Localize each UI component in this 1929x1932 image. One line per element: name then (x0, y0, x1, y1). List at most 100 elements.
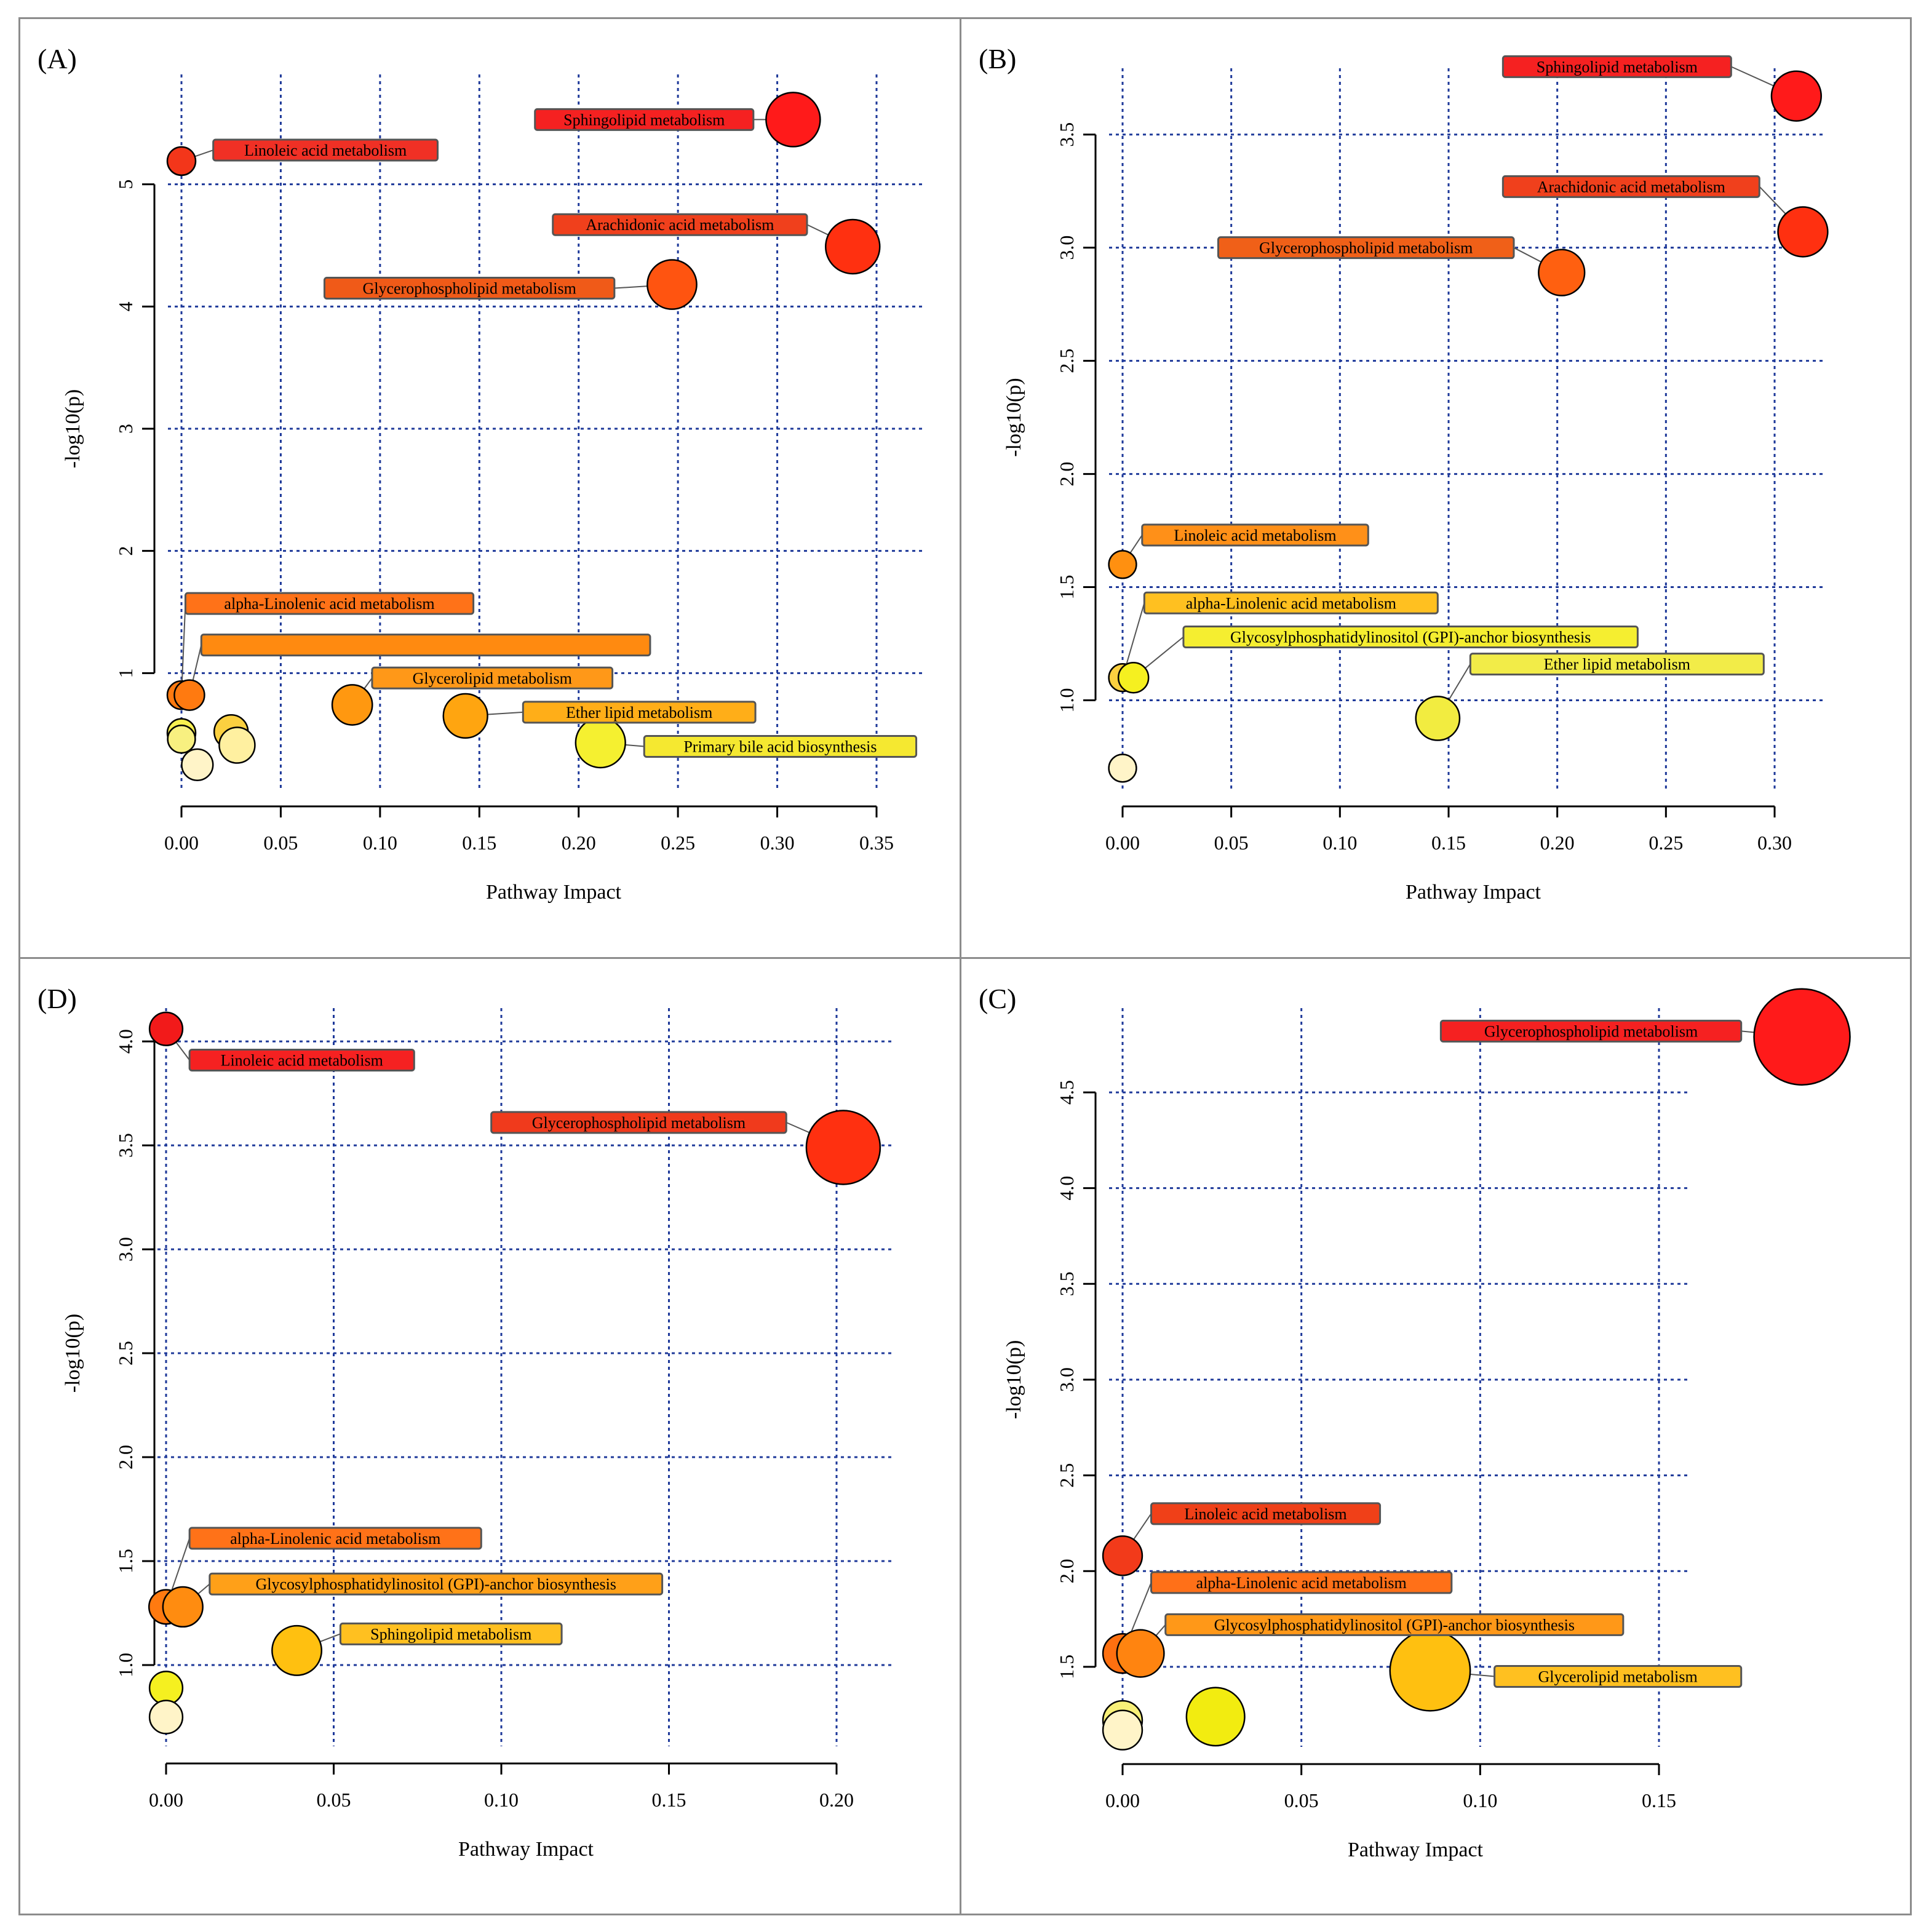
x-tick-label: 0.10 (1463, 1789, 1497, 1811)
x-tick-label: 0.15 (1431, 832, 1466, 854)
pathway-label: Sphingolipid metabolism (370, 1625, 531, 1643)
x-axis-title: Pathway Impact (1406, 881, 1541, 904)
x-axis-title: Pathway Impact (486, 881, 622, 904)
panel-letter: (A) (38, 43, 77, 74)
data-point (1102, 1709, 1143, 1751)
x-tick-label: 0.00 (164, 832, 199, 854)
y-axis-title: -log10(p) (62, 389, 84, 468)
data-point (1102, 1535, 1143, 1576)
data-point (148, 1011, 184, 1046)
data-point (148, 1671, 184, 1706)
y-tick-label: 3.5 (114, 1133, 137, 1158)
label-connector (181, 603, 186, 696)
data-point (646, 259, 698, 310)
pathway-label: Arachidonic acid metabolism (586, 216, 774, 234)
x-tick-label: 0.30 (760, 832, 795, 854)
pathway-label-box (1217, 236, 1515, 260)
pathway-label-box (490, 1111, 787, 1134)
pathway-label: alpha-Linolenic acid metabolism (1186, 594, 1396, 612)
pathway-label: Glycerophospholipid metabolism (362, 280, 576, 298)
pathway-label-box (323, 277, 616, 300)
pathway-label: Glycerophospholipid metabolism (532, 1114, 746, 1132)
pathway-label: Linoleic acid metabolism (1174, 527, 1336, 544)
pathway-label: Linoleic acid metabolism (244, 141, 407, 159)
pathway-label: alpha-Linolenic acid metabolism (1196, 1574, 1407, 1592)
y-tick-label: 3.0 (1056, 236, 1078, 260)
pathway-label-box (1150, 1571, 1453, 1594)
x-axis-title: Pathway Impact (458, 1838, 594, 1861)
data-point (442, 693, 488, 739)
x-tick-label: 0.35 (859, 832, 894, 854)
chart-d: (D) 1.0 1.5 2.0 2.5 3.0 3.5 4.0 0.00 0.05 0.10 0.15… (38, 983, 893, 1861)
data-point (167, 724, 196, 754)
data-point (1753, 988, 1851, 1086)
x-tick-label: 0.00 (149, 1789, 183, 1811)
x-tick-label: 0.25 (661, 832, 695, 854)
pathway-label: Glycerophospholipid metabolism (1259, 239, 1473, 257)
pathway-label-box (1143, 591, 1439, 614)
data-point (1777, 206, 1829, 258)
data-point (765, 92, 821, 148)
y-axis-title: -log10(p) (1003, 378, 1025, 456)
pathway-label-box (1469, 653, 1765, 676)
x-tick-label: 0.10 (363, 832, 397, 854)
y-axis-title: -log10(p) (62, 1314, 84, 1393)
x-tick-label: 0.15 (462, 832, 496, 854)
pathway-label-box (1150, 1502, 1382, 1525)
data-point (271, 1624, 323, 1676)
x-tick-label: 0.15 (652, 1789, 686, 1811)
panel-letter: (D) (38, 983, 77, 1014)
data-point (1538, 248, 1586, 296)
y-tick-label: 2.0 (1056, 1559, 1078, 1583)
y-tick-label: 4.0 (114, 1029, 137, 1054)
pathway-label-box (1493, 1664, 1743, 1688)
pathway-label-box (552, 213, 808, 236)
data-point (166, 146, 197, 177)
chart-a: (A) 1 2 3 4 5 0.00 0.05 0.10 0.15 0.20 0.25 0.30 0.35… (38, 43, 926, 904)
pathway-label-box (1439, 1019, 1743, 1043)
y-tick-label: 3.0 (1056, 1367, 1078, 1392)
y-tick-label: 3.5 (1056, 122, 1078, 147)
pathway-label: Sphingolipid metabolism (563, 111, 725, 129)
x-tick-label: 0.05 (1214, 832, 1249, 854)
panel-c: (C) 1.5 2.0 2.5 3.0 3.5 4.0 4.5 0.00 0.05 0.10 0.15… (960, 957, 1912, 1915)
pathway-label-box (643, 735, 918, 758)
pathway-label: Glycerolipid metabolism (1538, 1668, 1698, 1685)
pathway-label: Sphingolipid metabolism (1537, 58, 1698, 76)
data-point (331, 684, 373, 726)
data-point (1116, 1629, 1165, 1678)
y-tick-label: 2.5 (1056, 1463, 1078, 1488)
x-tick-label: 0.20 (562, 832, 596, 854)
pathway-label-box (1501, 55, 1732, 78)
pathway-label-box (209, 1572, 664, 1596)
data-point (1770, 70, 1822, 122)
data-point (1389, 1629, 1471, 1712)
pathway-label-box (188, 1527, 482, 1550)
y-tick-label: 2.5 (114, 1341, 137, 1366)
y-tick-label: 2.0 (114, 1445, 137, 1469)
data-point (1185, 1687, 1246, 1747)
panel-letter: (C) (979, 983, 1016, 1014)
data-point (181, 748, 214, 781)
pathway-label: Glycosylphosphatidylinositol (GPI)-ancho… (1230, 628, 1591, 646)
pathway-label-box (184, 592, 475, 615)
data-point (162, 1586, 204, 1628)
data-point (173, 679, 205, 711)
pathway-label: Primary bile acid biosynthesis (683, 738, 877, 756)
y-tick-label: 1 (114, 668, 137, 678)
data-point (218, 726, 256, 764)
x-tick-label: 0.05 (317, 1789, 351, 1811)
pathway-label: Glycosylphosphatidylinositol (GPI)-ancho… (1214, 1616, 1575, 1634)
pathway-label: Ether lipid metabolism (566, 704, 712, 722)
pathway-label: alpha-Linolenic acid metabolism (224, 595, 434, 613)
pathway-label-box (188, 1048, 415, 1071)
y-tick-label: 1.0 (114, 1653, 137, 1677)
chart-c: (C) 1.5 2.0 2.5 3.0 3.5 4.0 4.5 0.00 0.05 0.10 0.15… (979, 983, 1851, 1861)
pathway-label-box (534, 108, 755, 131)
pathway-label-box (339, 1622, 563, 1645)
x-tick-label: 0.15 (1642, 1789, 1676, 1811)
pathway-label: Linoleic acid metabolism (1184, 1505, 1346, 1523)
data-point (1415, 696, 1461, 741)
y-tick-label: 2.0 (1056, 462, 1078, 487)
y-tick-label: 4.5 (1056, 1080, 1078, 1105)
